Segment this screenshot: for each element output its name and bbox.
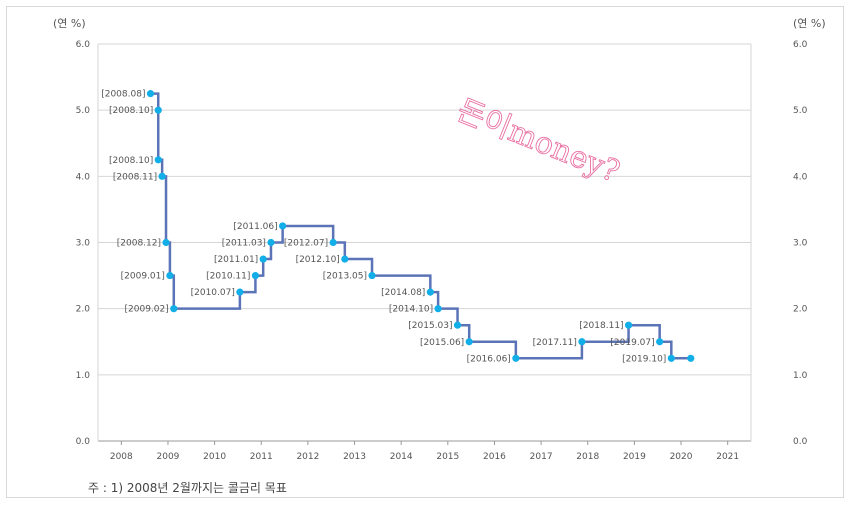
data-label: [2014.08]	[381, 288, 425, 298]
y-tick-label-right: 5.0	[793, 106, 808, 116]
x-tick-label: 2009	[157, 452, 180, 462]
data-point	[329, 238, 337, 247]
data-point	[154, 156, 162, 164]
y-tick-label-left: 6.0	[76, 40, 91, 50]
chart-frame	[6, 6, 844, 498]
x-tick-label: 2021	[716, 452, 739, 462]
data-point	[267, 238, 275, 247]
data-label: [2008.10]	[109, 156, 153, 166]
y-tick-label-left: 4.0	[76, 172, 91, 182]
data-point	[667, 354, 675, 362]
data-point	[687, 354, 695, 362]
y-tick-label-right: 1.0	[793, 371, 808, 381]
data-point	[251, 271, 260, 280]
x-tick-label: 2014	[390, 452, 413, 462]
data-point	[578, 338, 586, 346]
y-tick-label-left: 3.0	[76, 239, 91, 249]
point-labels: [2008.08] [2008.10] [2008.10] [2008.11] [200…	[101, 90, 666, 365]
data-point	[236, 288, 244, 296]
y-tick-label-right: 2.0	[793, 305, 808, 315]
data-point	[259, 255, 267, 263]
x-tick-label: 2019	[623, 452, 646, 462]
data-point	[453, 321, 462, 329]
data-label: [2018.11]	[579, 321, 623, 331]
data-label: [2008.11]	[113, 172, 157, 182]
y-tick-label-right: 0.0	[793, 437, 808, 447]
axes	[97, 44, 752, 445]
x-tick-label: 2010	[203, 452, 226, 462]
data-label: [2016.06]	[467, 354, 511, 364]
data-label: [2009.01]	[121, 272, 165, 282]
x-tick-label: 2018	[576, 452, 599, 462]
data-label: [2010.11]	[206, 272, 250, 282]
y-tick-label-left: 2.0	[76, 305, 91, 315]
data-label: [2019.10]	[622, 354, 666, 364]
data-label: [2015.03]	[408, 321, 452, 331]
data-point	[624, 321, 633, 329]
y-tick-label-right: 3.0	[793, 239, 808, 249]
data-point	[512, 354, 520, 362]
x-tick-label: 2015	[436, 452, 459, 462]
x-tick-label: 2008	[110, 452, 133, 462]
data-point	[368, 271, 376, 280]
data-label: [2008.12]	[117, 239, 161, 249]
data-label: [2009.02]	[125, 305, 169, 315]
data-point	[279, 222, 287, 230]
data-point	[341, 255, 349, 263]
data-label: [2008.10]	[109, 106, 153, 116]
y-tick-label-right: 6.0	[793, 40, 808, 50]
data-point	[170, 305, 178, 313]
y-tick-label-right: 4.0	[793, 172, 808, 182]
y-unit-left: (연 %)	[53, 17, 86, 30]
watermark-text: 돈이money?	[452, 93, 624, 190]
footnote: 주 : 1) 2008년 2월까지는 콜금리 목표	[88, 481, 287, 495]
data-label: [2012.10]	[296, 255, 340, 265]
data-point	[656, 338, 664, 346]
y-tick-label-left: 5.0	[76, 106, 91, 116]
y-tick-label-left: 1.0	[76, 371, 91, 381]
data-label: [2010.07]	[191, 288, 235, 298]
y-tick-labels: 0.0 0.0 1.0 1.0 2.0 2.0 3.0 3.0 4.0 4.0 5.0 5.0 6.0 6…	[76, 40, 808, 447]
data-point	[146, 90, 155, 98]
data-label: [2012.07]	[284, 239, 328, 249]
data-point	[434, 305, 442, 313]
data-label: [2015.06]	[420, 338, 464, 348]
x-tick-label: 2012	[296, 452, 319, 462]
x-tick-label: 2017	[530, 452, 553, 462]
data-label: [2008.08]	[101, 90, 145, 100]
data-label: [2011.03]	[222, 239, 266, 249]
data-label: [2014.10]	[389, 305, 433, 315]
data-point	[162, 238, 170, 247]
x-tick-label: 2020	[670, 452, 693, 462]
x-tick-label: 2011	[250, 452, 273, 462]
data-label: [2011.01]	[214, 255, 258, 265]
data-point	[465, 338, 473, 346]
series-rate	[146, 90, 695, 362]
data-point	[154, 106, 162, 114]
data-label: [2011.06]	[233, 222, 277, 232]
data-label: [2013.05]	[323, 272, 367, 282]
x-tick-labels: 2008 2009 2010 2011 2012 2013 2014 2015 2016 2017…	[110, 452, 739, 462]
x-tick-label: 2013	[343, 452, 366, 462]
data-point	[166, 271, 174, 280]
series-line	[150, 92, 691, 360]
data-point	[426, 288, 434, 296]
x-tick-label: 2016	[483, 452, 506, 462]
y-tick-label-left: 0.0	[76, 437, 91, 447]
data-point	[158, 172, 166, 180]
data-label: [2019.07]	[610, 338, 654, 348]
data-label: [2017.11]	[533, 338, 577, 348]
y-unit-right: (연 %)	[793, 17, 826, 30]
